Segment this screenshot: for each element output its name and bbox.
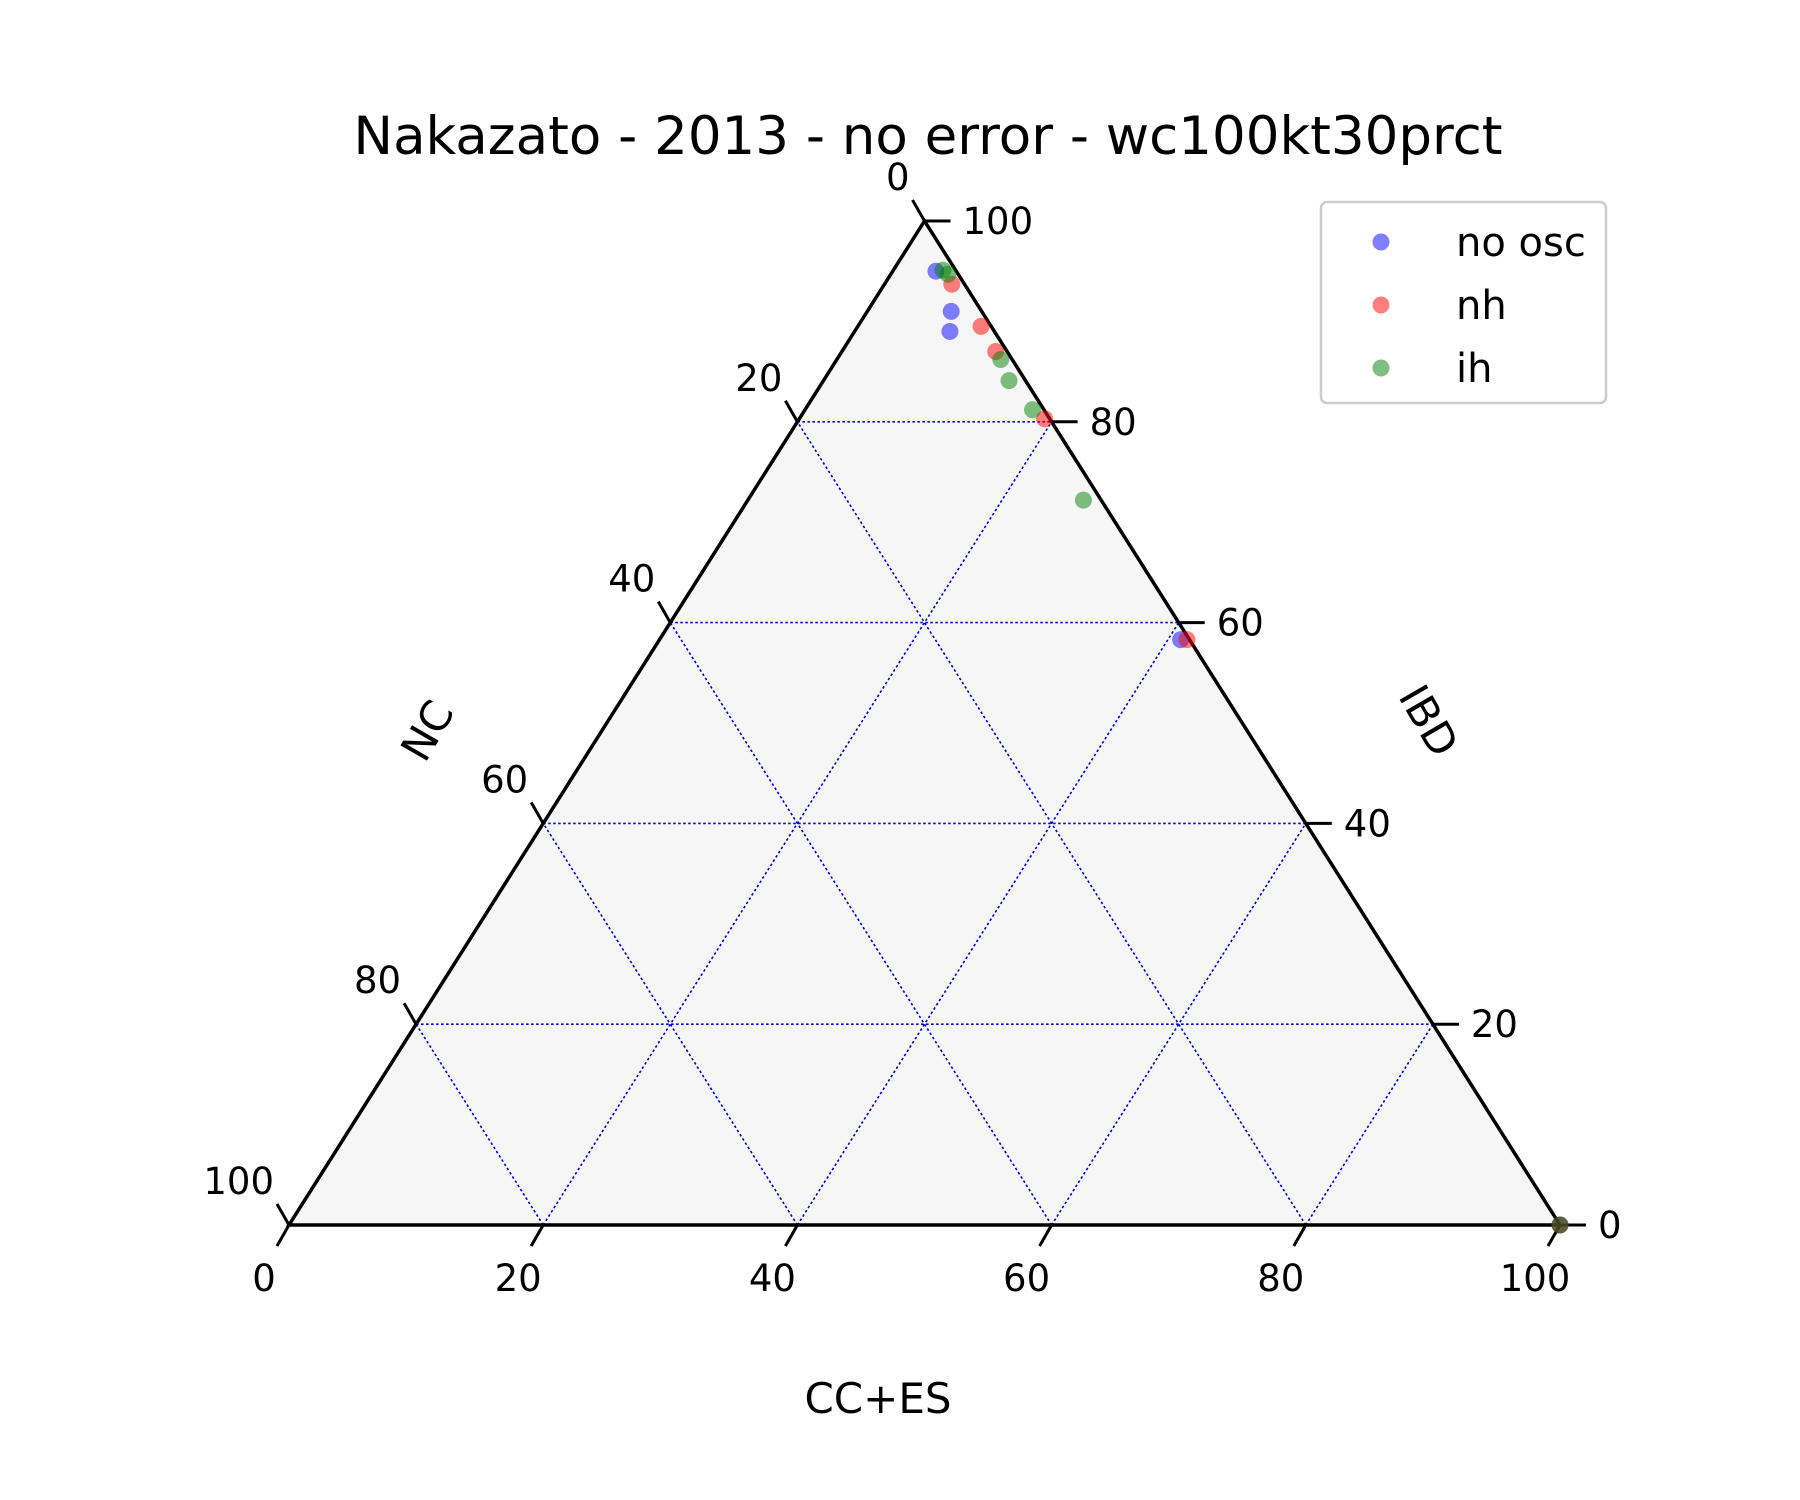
data-points bbox=[927, 261, 1569, 1234]
left-axis-tick bbox=[275, 1203, 291, 1226]
bottom-axis-tick-label: 40 bbox=[749, 1257, 796, 1300]
data-point-ih bbox=[1074, 491, 1092, 509]
bottom-axis-tick-label: 20 bbox=[495, 1257, 542, 1300]
bottom-axis-tick-label: 100 bbox=[1500, 1257, 1571, 1300]
grid-line-cces bbox=[796, 622, 1180, 1226]
data-point-ih bbox=[934, 261, 952, 279]
left-axis-tick-label: 20 bbox=[735, 357, 782, 400]
right-axis-tick-label: 40 bbox=[1344, 802, 1391, 845]
bottom-axis-tick bbox=[784, 1224, 799, 1247]
left-axis-tick-label: 100 bbox=[203, 1160, 274, 1203]
left-axis-tick bbox=[784, 400, 799, 423]
left-axis-tick bbox=[529, 801, 545, 825]
ternary-plot-area bbox=[289, 221, 1560, 1225]
legend-frame bbox=[1319, 200, 1608, 405]
bottom-axis-tick bbox=[275, 1224, 291, 1247]
legend-marker bbox=[1372, 296, 1390, 314]
data-point-no-osc bbox=[941, 322, 959, 340]
right-axis-tick-label: 20 bbox=[1471, 1003, 1518, 1046]
bottom-axis-label: CC+ES bbox=[804, 1374, 951, 1423]
legend-label: nh bbox=[1456, 283, 1507, 329]
right-axis-tick-label: 60 bbox=[1217, 602, 1264, 645]
left-axis-tick-label: 80 bbox=[354, 959, 401, 1002]
bottom-axis-tick bbox=[529, 1224, 545, 1247]
legend-label: ih bbox=[1456, 346, 1492, 392]
legend-label: no osc bbox=[1456, 220, 1586, 266]
ternary-border bbox=[285, 217, 1564, 1227]
right-axis-tick-label: 80 bbox=[1090, 401, 1137, 444]
left-axis-tick-label: 60 bbox=[481, 758, 528, 801]
data-point-nh bbox=[972, 317, 990, 335]
left-axis-tick bbox=[656, 600, 672, 624]
right-axis-tick-label: 100 bbox=[963, 200, 1034, 243]
legend: no osc nh ih bbox=[1319, 200, 1608, 405]
left-axis-tick-label: 40 bbox=[608, 558, 655, 601]
data-point-ih bbox=[1024, 401, 1042, 419]
legend-marker bbox=[1372, 359, 1390, 377]
grid-line-nc bbox=[669, 622, 1053, 1226]
chart-title: Nakazato - 2013 - no error - wc100kt30pr… bbox=[353, 106, 1502, 167]
data-point-nh bbox=[1178, 631, 1196, 649]
left-axis-tick bbox=[402, 1002, 418, 1025]
bottom-axis-tick bbox=[1038, 1224, 1053, 1247]
bottom-axis-tick-label: 80 bbox=[1257, 1257, 1304, 1300]
ternary-ticks: 0 20 40 60 80 100 0 20 40 60 80 100 0 20 40 60 80 100 bbox=[203, 156, 1621, 1300]
right-axis-tick-label: 0 bbox=[1598, 1204, 1622, 1247]
data-point-ih bbox=[992, 351, 1010, 369]
grid-line-nc bbox=[542, 822, 799, 1226]
bottom-axis-tick-label: 0 bbox=[252, 1257, 276, 1300]
left-axis-tick bbox=[911, 199, 926, 222]
grid-line-cces bbox=[1050, 822, 1307, 1226]
bottom-axis-tick bbox=[1292, 1224, 1308, 1247]
ternary-grid bbox=[415, 420, 1434, 1226]
left-axis-tick-label: 0 bbox=[886, 156, 910, 199]
data-point-no-osc bbox=[942, 302, 960, 320]
data-point-nh bbox=[1036, 410, 1054, 428]
bottom-axis-tick-label: 60 bbox=[1003, 1257, 1050, 1300]
data-point-ih bbox=[1000, 372, 1018, 390]
data-point-ih bbox=[1551, 1216, 1569, 1234]
legend-marker bbox=[1372, 233, 1390, 251]
